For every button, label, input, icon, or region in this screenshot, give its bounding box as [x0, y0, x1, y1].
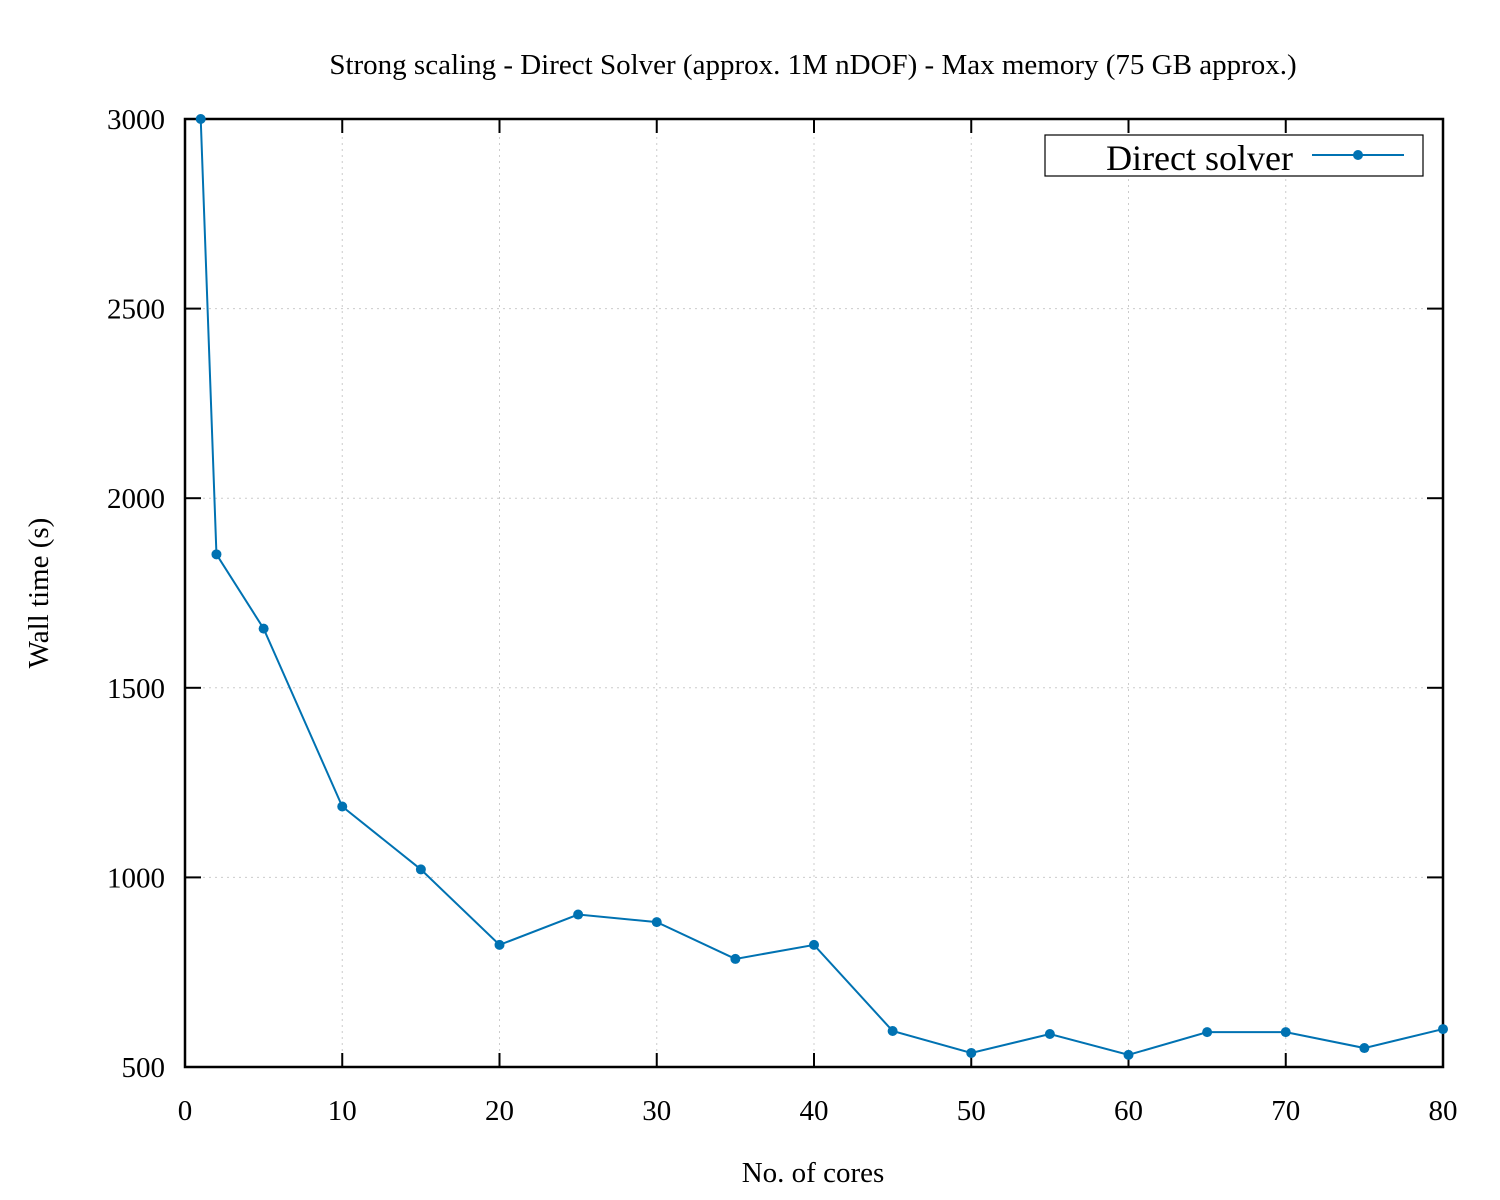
grid-lines [185, 119, 1443, 1067]
x-tick-label: 70 [1271, 1095, 1300, 1127]
data-point [337, 801, 348, 812]
data-point [1123, 1049, 1134, 1060]
data-point [1280, 1027, 1291, 1038]
legend-label: Direct solver [1106, 138, 1293, 178]
data-point [415, 864, 426, 875]
data-point [494, 939, 505, 950]
x-tick-label: 30 [642, 1095, 671, 1127]
x-axis-label: No. of cores [742, 1157, 885, 1189]
x-tick-label: 50 [957, 1095, 986, 1127]
x-tick-label: 20 [485, 1095, 514, 1127]
x-tick-label: 40 [800, 1095, 829, 1127]
data-point [887, 1025, 898, 1036]
data-point [195, 114, 206, 124]
data-point [966, 1047, 977, 1058]
data-point [1359, 1043, 1370, 1054]
data-point [1202, 1027, 1213, 1038]
x-tick-label: 10 [328, 1095, 357, 1127]
legend-marker [1353, 150, 1363, 160]
data-point [258, 623, 269, 634]
data-point [1438, 1024, 1448, 1035]
data-point [730, 953, 741, 964]
data-point [1044, 1029, 1055, 1040]
x-tick-label: 60 [1114, 1095, 1143, 1127]
y-tick-label: 500 [122, 1052, 166, 1084]
plot-frame [183, 117, 1445, 1069]
legend: Direct solver [1044, 134, 1424, 178]
y-axis-label: Wall time (s) [23, 518, 55, 669]
y-tick-label: 1000 [107, 862, 165, 894]
x-tick-label: 80 [1429, 1095, 1458, 1127]
y-tick-label: 3000 [107, 104, 165, 136]
y-tick-label: 2000 [107, 483, 165, 515]
data-point [573, 909, 584, 920]
data-point [651, 917, 662, 928]
axis-ticks: 0 10 20 30 40 50 60 70 80 500 1000 1500 2000 2500 3000 [107, 104, 1458, 1127]
y-tick-label: 1500 [107, 673, 165, 705]
x-tick-label: 0 [178, 1095, 193, 1127]
series-line [199, 118, 1444, 1056]
y-tick-label: 2500 [107, 294, 165, 326]
data-point [211, 549, 222, 560]
data-point [809, 939, 819, 950]
series-layer [195, 114, 1448, 1060]
chart-title: Strong scaling - Direct Solver (approx. … [329, 49, 1296, 81]
